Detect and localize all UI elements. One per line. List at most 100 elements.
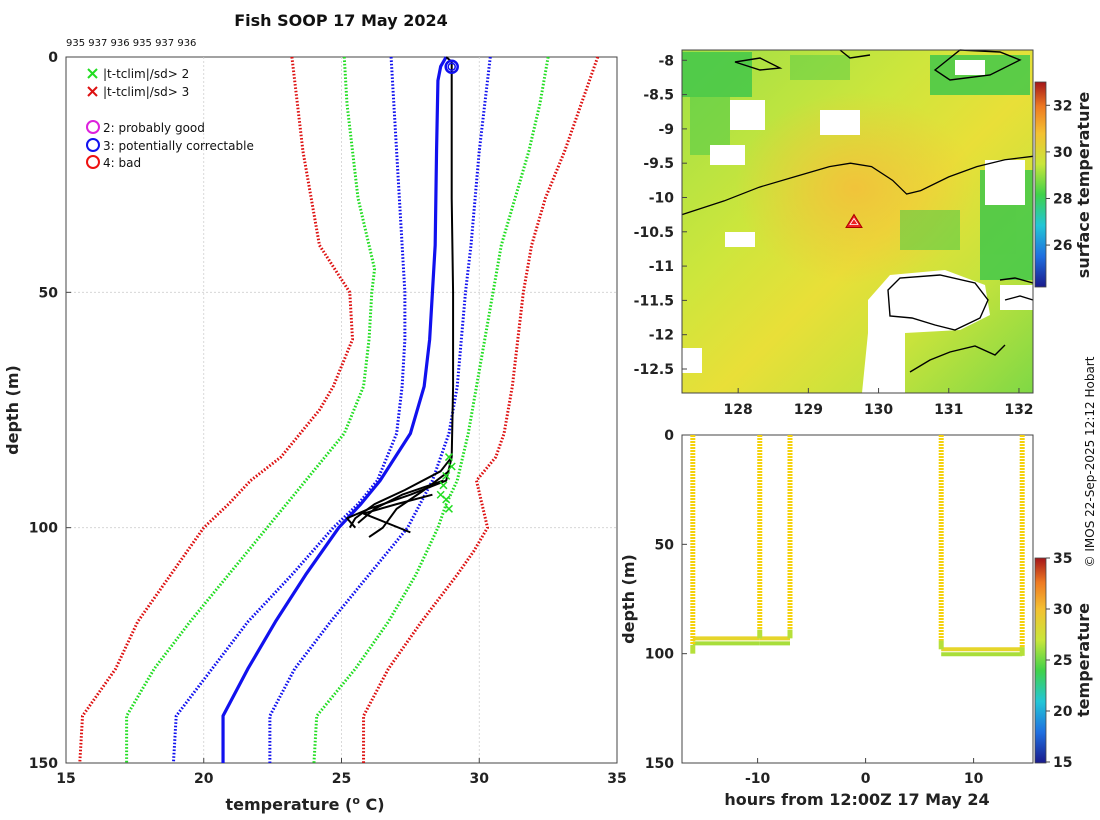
section-y-label: depth (m) bbox=[619, 554, 638, 644]
profile-series bbox=[78, 56, 600, 764]
section-colorbar bbox=[1034, 557, 1047, 764]
x-tick-label: 131 bbox=[934, 402, 963, 418]
x-label-unit: C) bbox=[360, 795, 385, 814]
x-tick-label: 130 bbox=[864, 402, 893, 418]
map-colorbar bbox=[1034, 81, 1047, 288]
x-label-degree: o bbox=[352, 794, 360, 807]
section-colorbar-ticks: 15 20 25 30 35 bbox=[1046, 551, 1073, 771]
section-plot-area bbox=[681, 434, 1034, 764]
y-tick-label: -9.5 bbox=[643, 156, 674, 172]
credit-text: © IMOS 22-Sep-2025 12:12 Hobart bbox=[1083, 356, 1097, 567]
x-tick-label: 30 bbox=[470, 771, 490, 787]
y-tick-label: -10.5 bbox=[634, 225, 674, 241]
x-tick-label: 35 bbox=[607, 771, 626, 787]
y-tick-label: 100 bbox=[645, 647, 674, 663]
chart-title: Fish SOOP 17 May 2024 bbox=[234, 11, 448, 30]
flag-2sd-cross bbox=[439, 481, 448, 490]
red-cross-icon bbox=[87, 86, 98, 97]
missing-data bbox=[682, 60, 1033, 393]
float-position-marker bbox=[845, 213, 863, 228]
coastlines bbox=[734, 49, 1034, 373]
x-label-main: temperature ( bbox=[225, 795, 352, 814]
profile-grid bbox=[66, 57, 617, 763]
section-casts bbox=[690, 435, 1025, 657]
cross-stroke bbox=[442, 471, 451, 480]
series-fish-profile-4 bbox=[357, 479, 444, 524]
flag3-circle bbox=[444, 59, 459, 74]
series-clim-3sd-right bbox=[362, 56, 600, 763]
y-tick-label: -8 bbox=[658, 53, 674, 69]
legend-item-3sd: |t-tclim|/sd> 3 bbox=[87, 85, 189, 99]
colorbar-tick-label: 26 bbox=[1053, 238, 1072, 254]
legend-label: 2: probably good bbox=[103, 121, 205, 135]
surface-temp-map: 128 129 130 131 132 -8-8.5-9-9.5-10-10.5-11-… bbox=[634, 49, 1093, 418]
triangle-marker-inner bbox=[849, 217, 859, 225]
y-tick-label: -12 bbox=[649, 328, 674, 344]
legend-label: |t-tclim|/sd> 2 bbox=[103, 67, 189, 81]
colorbar-tick-label: 30 bbox=[1053, 602, 1073, 618]
legend-label: |t-tclim|/sd> 3 bbox=[103, 85, 189, 99]
x-tick-label: 25 bbox=[332, 771, 351, 787]
legend-label: 3: potentially correctable bbox=[103, 139, 254, 153]
y-tick-label: 150 bbox=[29, 756, 58, 772]
profile-y-label: depth (m) bbox=[3, 365, 22, 455]
map-frame bbox=[681, 49, 1034, 394]
series-clim-2sd-right bbox=[312, 56, 550, 764]
legend: |t-tclim|/sd> 2 |t-tclim|/sd> 3 2: proba… bbox=[86, 67, 254, 170]
x-tick-label: 132 bbox=[1004, 402, 1033, 418]
flag-2sd-cross bbox=[442, 495, 451, 504]
series-fish-profile-5 bbox=[362, 493, 433, 534]
y-tick-label: 0 bbox=[48, 50, 58, 66]
y-tick-label: -9 bbox=[658, 122, 674, 138]
legend-item-flag3: 3: potentially correctable bbox=[86, 138, 254, 153]
y-tick-label: -12.5 bbox=[634, 362, 674, 378]
colorbar-tick-label: 35 bbox=[1053, 551, 1072, 567]
flag-2sd-cross bbox=[447, 462, 456, 471]
section-x-ticks: -10 0 10 bbox=[745, 758, 984, 787]
cross-stroke bbox=[444, 504, 453, 513]
colorbar-tick-label: 15 bbox=[1053, 755, 1072, 771]
cross-stroke bbox=[442, 495, 451, 504]
depth-time-section: -10 0 10 0 50 100 150 hours from 12:00Z 17 Ma… bbox=[619, 428, 1093, 809]
magenta-circle-icon bbox=[86, 120, 100, 134]
y-tick-label: -11.5 bbox=[634, 293, 674, 309]
profile-y-ticks: 0 50 100 150 bbox=[29, 50, 71, 772]
x-tick-label: 15 bbox=[56, 771, 75, 787]
section-colorbar-label: temperature bbox=[1074, 603, 1093, 717]
x-tick-label: 0 bbox=[861, 771, 871, 787]
x-tick-label: 128 bbox=[724, 402, 753, 418]
flag-2sd-cross bbox=[444, 453, 453, 462]
map-colorbar-label: surface temperature bbox=[1074, 92, 1093, 279]
x-tick-label: 129 bbox=[794, 402, 823, 418]
series-clim-1sd-right bbox=[268, 56, 492, 763]
series-clim-3sd-left bbox=[78, 56, 355, 764]
profile-x-ticks: 15 20 25 30 35 bbox=[56, 758, 627, 787]
isobath-line bbox=[681, 155, 1034, 216]
y-tick-label: -10 bbox=[649, 190, 675, 206]
map-x-ticks: 128 129 130 131 132 bbox=[724, 388, 1034, 418]
legend-item-flag4: 4: bad bbox=[86, 155, 141, 170]
cross-stroke bbox=[436, 490, 445, 499]
y-tick-label: -8.5 bbox=[643, 88, 674, 104]
warm-core bbox=[705, 80, 1005, 320]
colorbar-tick-label: 28 bbox=[1053, 191, 1072, 207]
profile-plot: Fish SOOP 17 May 2024 935 937 936 935 93… bbox=[3, 11, 627, 814]
map-y-ticks: -8 -8.5 -9 -9.5 -10 -10.5 -11 -11.5 -12 -12.5 bbox=[634, 53, 687, 378]
colorbar-tick-label: 30 bbox=[1053, 145, 1073, 161]
section-x-label: hours from 12:00Z 17 May 24 bbox=[724, 790, 989, 809]
profile-x-label: temperature (o C) bbox=[225, 794, 384, 814]
section-y-ticks: 0 50 100 150 bbox=[645, 428, 687, 772]
x-tick-label: -10 bbox=[745, 771, 771, 787]
cross-stroke bbox=[439, 481, 448, 490]
legend-item-2sd: |t-tclim|/sd> 2 bbox=[87, 67, 189, 81]
map-colorbar-ticks: 26 28 30 32 bbox=[1046, 98, 1073, 254]
blue-circle-icon bbox=[86, 138, 100, 152]
x-tick-label: 20 bbox=[194, 771, 214, 787]
flag-2sd-cross bbox=[444, 504, 453, 513]
series-clim-2sd-left bbox=[125, 56, 377, 763]
colorbar-tick-label: 25 bbox=[1053, 653, 1072, 669]
header-ids: 935 937 936 935 937 936 bbox=[66, 38, 196, 49]
legend-label: 4: bad bbox=[103, 156, 141, 170]
x-tick-label: 10 bbox=[964, 771, 984, 787]
